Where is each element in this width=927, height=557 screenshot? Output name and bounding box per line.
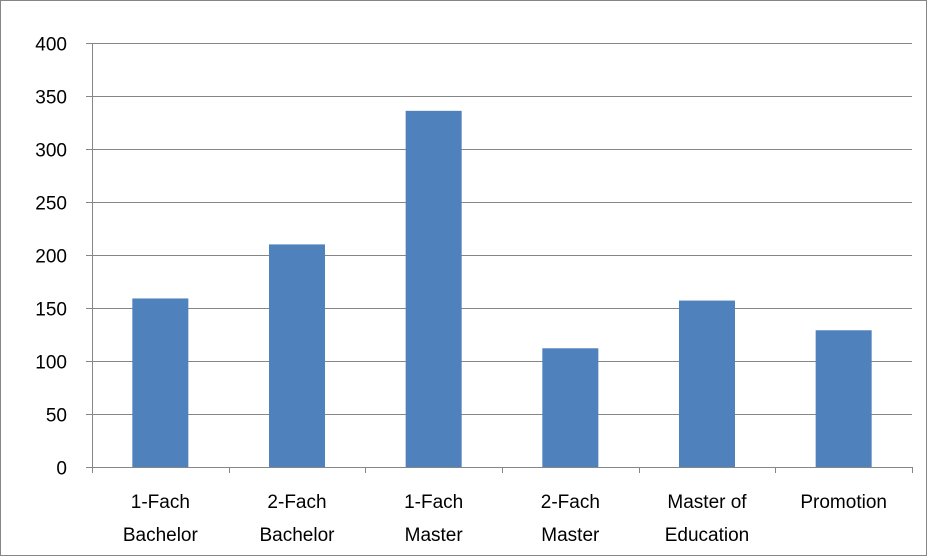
bar-2 <box>269 244 325 467</box>
y-tick-label: 350 <box>35 88 67 109</box>
y-tick-label: 250 <box>35 194 67 215</box>
y-tick-label: 300 <box>35 141 67 162</box>
x-category-label: 1-Fach <box>131 492 190 513</box>
bar-3 <box>405 110 462 467</box>
x-category-label: 1-Fach <box>404 492 463 513</box>
x-category-label: Master <box>541 525 600 546</box>
y-tick-label: 100 <box>35 353 67 374</box>
x-category-label: Master of <box>667 492 747 513</box>
bar-5 <box>679 300 735 467</box>
x-category-label: Bachelor <box>260 525 336 546</box>
y-tick-label: 400 <box>35 35 67 56</box>
y-tick-label: 50 <box>46 406 67 427</box>
bar-4 <box>542 348 599 467</box>
y-tick-label: 150 <box>35 300 67 321</box>
bar-1 <box>132 298 189 467</box>
x-category-label: Education <box>665 525 750 546</box>
x-category-label: Promotion <box>800 492 887 513</box>
x-category-label: Master <box>405 525 464 546</box>
y-tick-label: 200 <box>35 247 67 268</box>
x-category-label: 2-Fach <box>541 492 600 513</box>
y-tick-label: 0 <box>56 459 67 480</box>
x-category-label: Bachelor <box>123 525 199 546</box>
x-category-label: 2-Fach <box>267 492 326 513</box>
bar-6 <box>815 330 872 467</box>
